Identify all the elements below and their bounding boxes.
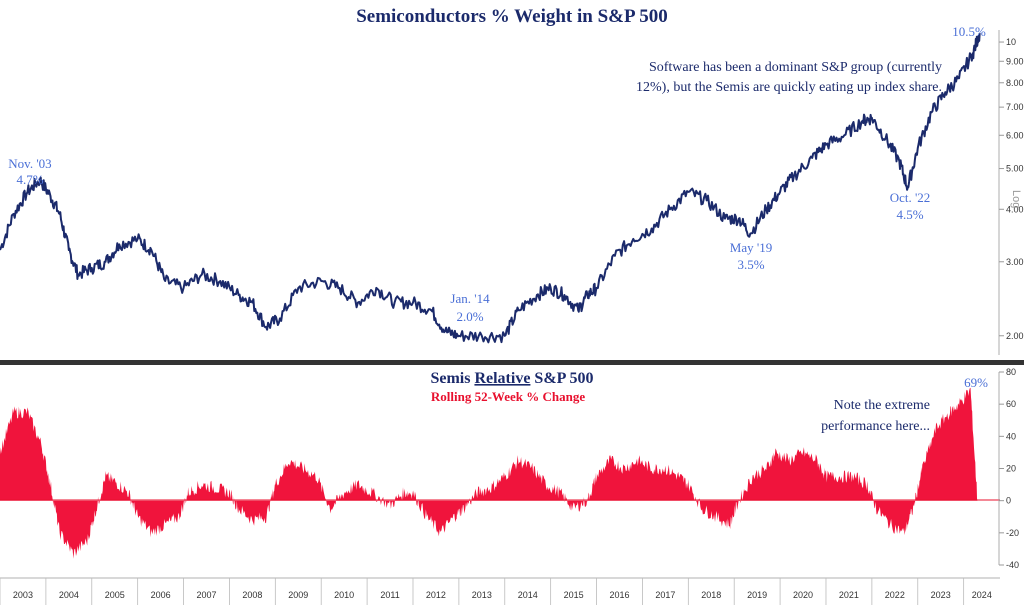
- relative-chart-subtitle: Rolling 52-Week % Change: [431, 389, 585, 404]
- annotation-oct22-value: 4.5%: [896, 207, 923, 222]
- weight-note-line-2: 12%), but the Semis are quickly eating u…: [636, 80, 942, 95]
- weight-y-tick-label: 5.00: [1006, 164, 1024, 174]
- x-tick-label: 2005: [105, 590, 125, 600]
- annotation-latest-value: 10.5%: [952, 24, 986, 39]
- x-tick-label: 2009: [288, 590, 308, 600]
- annotation-may19-label: May '19: [730, 240, 772, 255]
- x-tick-label: 2008: [242, 590, 262, 600]
- annotation-nov03-value: 4.7%: [16, 172, 43, 187]
- log-scale-label: Log: [1010, 190, 1022, 208]
- x-tick-label: 2022: [885, 590, 905, 600]
- relative-y-tick-label: 80: [1006, 367, 1016, 377]
- relative-note-line-1: Note the extreme: [834, 398, 930, 413]
- relative-y-tick-label: 60: [1006, 399, 1016, 409]
- weight-y-tick-label: 2.00: [1006, 331, 1024, 341]
- x-tick-label: 2007: [196, 590, 216, 600]
- annotation-jan14-value: 2.0%: [456, 309, 483, 324]
- relative-y-tick-label: -40: [1006, 560, 1019, 570]
- x-tick-label: 2023: [931, 590, 951, 600]
- weight-y-tick-label: 4.00: [1006, 204, 1024, 214]
- panel-divider: [0, 360, 1024, 365]
- x-tick-label: 2014: [518, 590, 538, 600]
- x-tick-label: 2019: [747, 590, 767, 600]
- x-tick-label: 2021: [839, 590, 859, 600]
- x-tick-label: 2012: [426, 590, 446, 600]
- weight-y-tick-label: 6.00: [1006, 130, 1024, 140]
- weight-y-tick-label: 3.00: [1006, 257, 1024, 267]
- relative-series-area: [0, 387, 978, 559]
- x-tick-label: 2010: [334, 590, 354, 600]
- relative-y-tick-label: 40: [1006, 431, 1016, 441]
- x-tick-label: 2003: [13, 590, 33, 600]
- relative-y-tick-label: -20: [1006, 528, 1019, 538]
- weight-y-tick-label: 10: [1006, 37, 1016, 47]
- x-tick-label: 2013: [472, 590, 492, 600]
- x-tick-label: 2018: [701, 590, 721, 600]
- weight-y-tick-label: 7.00: [1006, 102, 1024, 112]
- x-tick-label: 2017: [655, 590, 675, 600]
- weight-panel: Semiconductors % Weight in S&P 500 2.00 3…: [0, 6, 1024, 355]
- relative-note-line-2: performance here...: [821, 419, 930, 434]
- annotation-oct22-label: Oct. '22: [890, 190, 931, 205]
- weight-y-tick-label: 9.00: [1006, 56, 1024, 66]
- weight-note-line-1: Software has been a dominant S&P group (…: [649, 60, 942, 75]
- relative-y-tick-label: 20: [1006, 464, 1016, 474]
- annotation-jan14-label: Jan. '14: [450, 291, 490, 306]
- relative-panel: Semis Relative S&P 500 Rolling 52-Week %…: [0, 367, 1019, 570]
- weight-chart-title: Semiconductors % Weight in S&P 500: [356, 6, 668, 27]
- annotation-may19-value: 3.5%: [737, 257, 764, 272]
- x-tick-label: 2016: [609, 590, 629, 600]
- x-tick-label: 2015: [564, 590, 584, 600]
- x-tick-label: 2020: [793, 590, 813, 600]
- relative-y-tick-label: 0: [1006, 496, 1011, 506]
- weight-series-line: [0, 33, 981, 344]
- relative-chart-title: Semis Relative S&P 500: [430, 370, 593, 387]
- x-tick-label: 2024: [972, 590, 992, 600]
- annotation-nov03-label: Nov. '03: [8, 156, 51, 171]
- relative-peak-label: 69%: [964, 375, 988, 390]
- weight-y-tick-label: 8.00: [1006, 78, 1024, 88]
- x-tick-label: 2011: [380, 590, 399, 600]
- x-tick-label: 2006: [151, 590, 171, 600]
- x-tick-label: 2004: [59, 590, 79, 600]
